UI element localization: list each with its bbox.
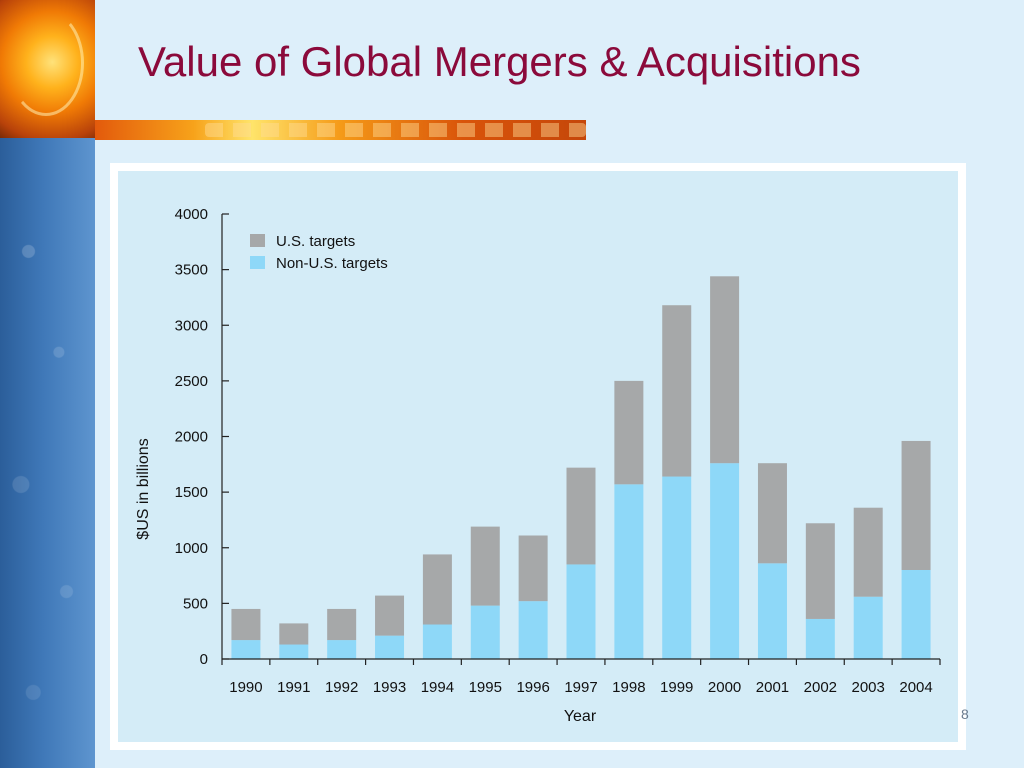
legend-label-us-targets: U.S. targets: [276, 233, 355, 250]
bar-non-us-2002: [805, 618, 835, 659]
legend-swatch-us-targets: [250, 234, 265, 247]
y-tick-label-1000: 1000: [175, 540, 208, 557]
slide-title: Value of Global Mergers & Acquisitions: [138, 38, 861, 85]
bar-non-us-1998: [614, 484, 644, 659]
legend: U.S. targets Non-U.S. targets: [250, 233, 388, 272]
y-tick-label-4000: 4000: [175, 206, 208, 223]
bar-non-us-1999: [662, 476, 692, 659]
bars-group: [231, 276, 931, 659]
x-tick-label-2002: 2002: [804, 679, 837, 696]
bar-us-1991: [279, 623, 309, 645]
bar-us-1998: [614, 380, 644, 485]
bar-us-2000: [710, 276, 740, 464]
bar-non-us-2003: [853, 596, 883, 659]
x-axis-title: Year: [564, 708, 597, 725]
bar-non-us-2000: [710, 463, 740, 659]
y-tick-label-3000: 3000: [175, 317, 208, 334]
x-tick-label-1991: 1991: [277, 679, 310, 696]
y-tick-label-1500: 1500: [175, 484, 208, 501]
bar-us-1994: [422, 554, 452, 625]
bar-us-2004: [901, 440, 931, 570]
y-tick-label-0: 0: [200, 651, 208, 668]
bar-non-us-1993: [375, 635, 405, 659]
y-axis-title: $US in billions: [135, 438, 152, 539]
axes-group: 1990 1991 1992 1993 1994 1995 1996 1997 1998 1999…: [175, 206, 941, 696]
legend-label-non-us-targets: Non-U.S. targets: [276, 255, 388, 272]
bar-non-us-1990: [231, 640, 261, 659]
x-tick-label-1997: 1997: [564, 679, 597, 696]
bar-us-1996: [518, 535, 548, 602]
bar-non-us-2001: [757, 563, 787, 659]
title-underline-bar: [95, 120, 586, 140]
left-decorative-strip: [0, 138, 95, 768]
x-tick-label-1993: 1993: [373, 679, 406, 696]
x-tick-label-2003: 2003: [852, 679, 885, 696]
bar-us-2001: [757, 463, 787, 564]
bar-us-1992: [327, 608, 357, 641]
x-tick-label-1996: 1996: [516, 679, 549, 696]
x-tick-label-2004: 2004: [899, 679, 932, 696]
bar-us-1990: [231, 608, 261, 641]
bar-non-us-2004: [901, 570, 931, 659]
chart-frame: 1990 1991 1992 1993 1994 1995 1996 1997 1998 1999…: [110, 163, 966, 750]
y-tick-label-2000: 2000: [175, 429, 208, 446]
x-tick-label-1992: 1992: [325, 679, 358, 696]
bar-us-1995: [470, 526, 500, 606]
x-tick-label-2001: 2001: [756, 679, 789, 696]
bar-non-us-1996: [518, 601, 548, 659]
x-tick-label-2000: 2000: [708, 679, 741, 696]
bar-us-1999: [662, 305, 692, 477]
x-tick-label-1990: 1990: [229, 679, 262, 696]
x-tick-label-1995: 1995: [469, 679, 502, 696]
y-tick-label-2500: 2500: [175, 373, 208, 390]
y-tick-label-3500: 3500: [175, 262, 208, 279]
legend-swatch-non-us-targets: [250, 256, 265, 269]
mergers-bar-chart: 1990 1991 1992 1993 1994 1995 1996 1997 1998 1999…: [135, 206, 941, 725]
corner-logo-graphic: [0, 0, 95, 138]
bar-us-1993: [375, 595, 405, 636]
bar-non-us-1995: [470, 605, 500, 659]
bar-us-1997: [566, 467, 596, 565]
x-tick-label-1994: 1994: [421, 679, 454, 696]
bar-non-us-1991: [279, 644, 309, 659]
x-tick-label-1998: 1998: [612, 679, 645, 696]
y-tick-label-500: 500: [183, 595, 208, 612]
bar-non-us-1997: [566, 564, 596, 659]
bar-us-2002: [805, 523, 835, 619]
bar-non-us-1994: [422, 624, 452, 659]
bar-us-2003: [853, 507, 883, 597]
bar-non-us-1992: [327, 640, 357, 659]
slide-number: 8: [961, 706, 969, 722]
x-tick-label-1999: 1999: [660, 679, 693, 696]
